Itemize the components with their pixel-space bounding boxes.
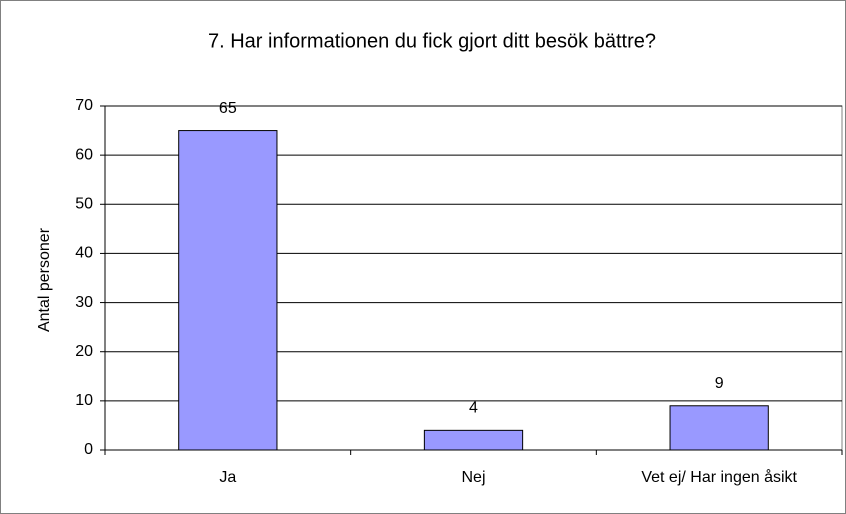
data-label: 65 [219, 100, 237, 117]
y-tick-label: 50 [75, 196, 93, 213]
bar [669, 405, 769, 451]
y-axis-label: Antal personer [36, 227, 53, 332]
x-tick-label: Ja [219, 469, 236, 486]
bar [423, 429, 524, 451]
bar [178, 130, 278, 451]
y-tick-label: 0 [84, 441, 93, 458]
x-tick-label: Nej [461, 469, 485, 486]
chart-title: 7. Har informationen du fick gjort ditt … [208, 30, 656, 52]
x-tick-label: Vet ej/ Har ingen åsikt [641, 468, 797, 486]
data-label: 9 [715, 375, 724, 392]
y-tick-label: 40 [75, 245, 93, 262]
y-tick-label: 20 [75, 343, 93, 360]
y-tick-label: 30 [75, 294, 93, 311]
y-tick-label: 70 [75, 97, 93, 114]
y-tick-label: 10 [75, 392, 93, 409]
data-label: 4 [469, 400, 478, 417]
y-tick-label: 60 [75, 146, 93, 163]
